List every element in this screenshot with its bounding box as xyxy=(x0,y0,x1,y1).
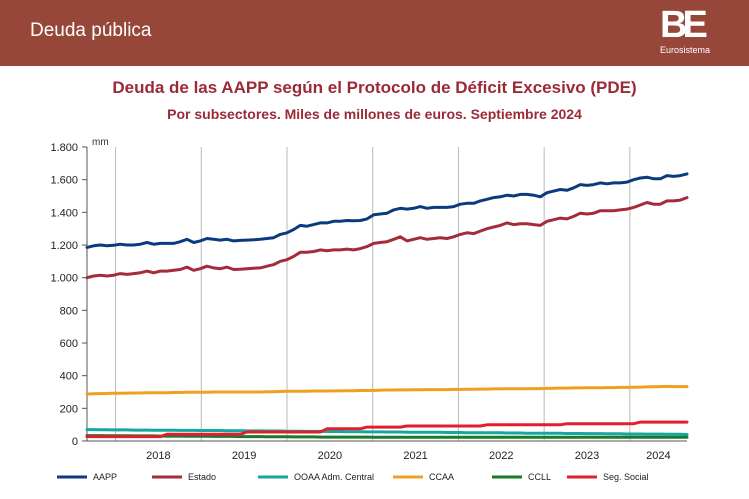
x-tick-label: 2018 xyxy=(146,450,170,462)
series-line-ooaa-adm-central xyxy=(85,428,689,436)
y-tick-label: 200 xyxy=(60,403,78,415)
y-tick-label: 600 xyxy=(60,338,78,350)
x-tick-label: 2022 xyxy=(489,450,513,462)
page-title: Deuda pública xyxy=(30,20,152,41)
x-tick-label: 2023 xyxy=(575,450,599,462)
legend-label-ooaa-adm-central: OOAA Adm. Central xyxy=(294,472,374,482)
x-tick-label: 2019 xyxy=(232,450,256,462)
legend-label-seg-social: Seg. Social xyxy=(603,472,649,482)
logo-mark: BE xyxy=(660,4,708,46)
bank-logo: BE Eurosistema xyxy=(660,6,730,58)
x-tick-label: 2021 xyxy=(403,450,427,462)
series-line-aapp xyxy=(85,172,689,249)
x-tick-label: 2024 xyxy=(646,450,670,462)
series-line-ccll xyxy=(85,434,689,439)
legend-label-estado: Estado xyxy=(188,472,216,482)
series-line-ccaa xyxy=(85,384,689,396)
y-tick-label: 1.200 xyxy=(50,240,78,252)
legend-label-ccll: CCLL xyxy=(528,472,551,482)
y-tick-label: 1.000 xyxy=(50,273,78,285)
series-line-seg-social xyxy=(85,420,689,439)
logo-subtitle: Eurosistema xyxy=(660,45,711,55)
y-tick-label: 1.600 xyxy=(50,175,78,187)
y-tick-label: 1.400 xyxy=(50,207,78,219)
y-tick-label: 800 xyxy=(60,305,78,317)
chart-subtitle: Por subsectores. Miles de millones de eu… xyxy=(167,106,582,122)
y-unit-label: mm xyxy=(92,137,109,148)
y-tick-label: 1.800 xyxy=(50,142,78,154)
legend-label-ccaa: CCAA xyxy=(429,472,454,482)
x-tick-label: 2020 xyxy=(318,450,342,462)
header-banner: Deuda pública BE Eurosistema xyxy=(0,0,749,66)
legend-label-aapp: AAPP xyxy=(93,472,117,482)
chart-title: Deuda de las AAPP según el Protocolo de … xyxy=(112,78,637,97)
y-tick-label: 0 xyxy=(72,436,78,448)
y-tick-label: 400 xyxy=(60,371,78,383)
series-line-estado xyxy=(85,196,689,280)
